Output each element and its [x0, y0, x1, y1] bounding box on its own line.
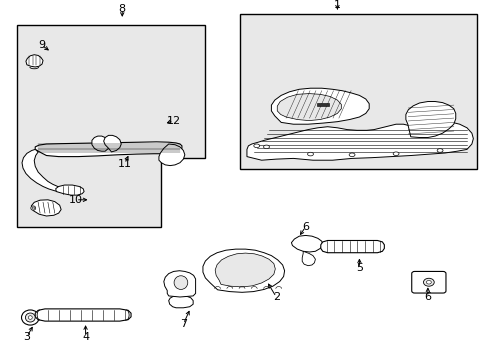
Text: 1: 1 [333, 0, 340, 10]
Text: 2: 2 [272, 292, 279, 302]
Polygon shape [31, 200, 61, 216]
Polygon shape [215, 253, 275, 287]
Polygon shape [26, 55, 43, 67]
Ellipse shape [253, 144, 259, 148]
Text: 6: 6 [302, 222, 308, 232]
FancyBboxPatch shape [411, 271, 445, 293]
Bar [316, 103, 328, 106]
Polygon shape [277, 94, 341, 121]
Text: 5: 5 [355, 263, 362, 273]
Text: 10: 10 [69, 195, 82, 205]
Polygon shape [271, 88, 368, 124]
Ellipse shape [436, 149, 442, 152]
Text: 4: 4 [82, 332, 89, 342]
Ellipse shape [348, 153, 354, 157]
Polygon shape [168, 295, 193, 308]
Polygon shape [291, 235, 322, 252]
Ellipse shape [21, 310, 39, 325]
Ellipse shape [263, 145, 269, 149]
Text: 6: 6 [424, 292, 430, 302]
Ellipse shape [25, 313, 35, 322]
Polygon shape [320, 240, 384, 253]
Polygon shape [203, 249, 284, 292]
Ellipse shape [392, 152, 398, 156]
Ellipse shape [426, 280, 430, 284]
Polygon shape [246, 122, 472, 160]
Text: 3: 3 [23, 332, 30, 342]
Polygon shape [56, 185, 84, 195]
Text: 11: 11 [118, 159, 131, 169]
Ellipse shape [28, 316, 32, 319]
Polygon shape [159, 144, 184, 166]
Polygon shape [22, 149, 62, 192]
Text: 8: 8 [119, 4, 125, 14]
Text: 12: 12 [166, 116, 180, 126]
Polygon shape [35, 142, 182, 157]
Text: 7: 7 [180, 319, 186, 329]
Polygon shape [302, 251, 315, 266]
Text: 9: 9 [38, 40, 45, 50]
Polygon shape [163, 271, 195, 297]
Bar [239, 14, 476, 169]
Ellipse shape [307, 152, 313, 156]
Polygon shape [17, 25, 205, 227]
Polygon shape [92, 136, 110, 151]
Ellipse shape [32, 207, 34, 209]
Ellipse shape [423, 278, 433, 286]
Polygon shape [103, 135, 121, 152]
Polygon shape [405, 102, 455, 138]
Ellipse shape [31, 206, 36, 210]
Ellipse shape [174, 276, 187, 289]
Polygon shape [35, 309, 131, 321]
